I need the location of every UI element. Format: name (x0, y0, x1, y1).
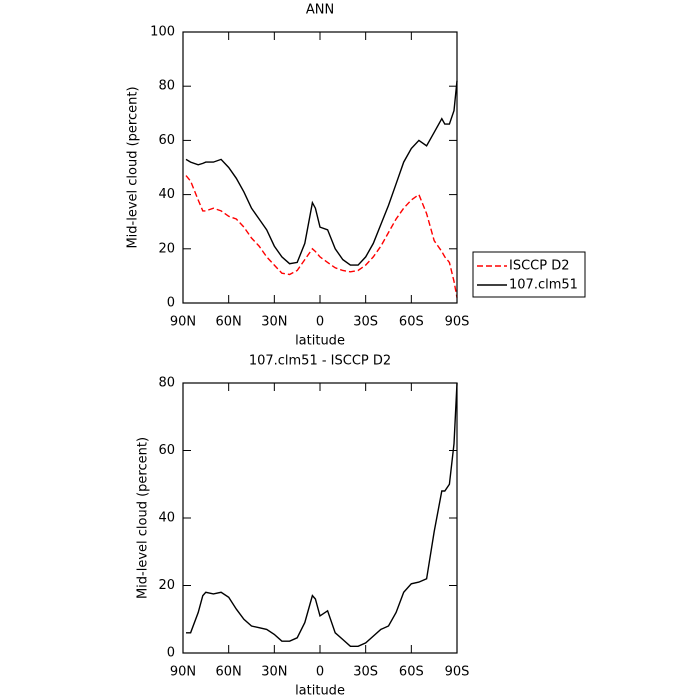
x-tick-label: 30S (353, 315, 378, 330)
y-tick-label: 20 (158, 241, 175, 256)
chart-title: 107.clm51 - ISCCP D2 (249, 354, 391, 369)
legend-label: 107.clm51 (509, 278, 578, 293)
x-tick-label: 60S (399, 665, 424, 680)
x-axis-label: latitude (295, 334, 345, 349)
y-tick-label: 0 (167, 646, 175, 661)
y-tick-label: 20 (158, 578, 175, 593)
plot-frame (182, 382, 458, 654)
x-tick-label: 90N (170, 315, 196, 330)
legend-box (472, 251, 586, 298)
x-tick-label: 30N (261, 315, 287, 330)
x-tick-label: 90S (445, 665, 470, 680)
data-line (185, 175, 458, 298)
chart-title: ANN (306, 3, 334, 18)
y-axis-label: Mid-level cloud (percent) (126, 86, 141, 248)
x-tick-label: 0 (316, 315, 324, 330)
y-tick-label: 0 (167, 296, 175, 311)
x-tick-label: 60N (216, 315, 242, 330)
y-tick-label: 60 (158, 443, 175, 458)
data-line (186, 382, 458, 647)
y-tick-label: 40 (158, 511, 175, 526)
y-tick-label: 40 (158, 187, 175, 202)
x-tick-label: 0 (316, 665, 324, 680)
plot-frame (182, 31, 458, 304)
x-tick-label: 90S (445, 315, 470, 330)
x-tick-label: 60N (216, 665, 242, 680)
x-tick-label: 30N (261, 665, 287, 680)
x-axis-label: latitude (295, 684, 345, 699)
x-tick-label: 30S (353, 665, 378, 680)
y-tick-label: 80 (158, 376, 175, 391)
y-axis-label: Mid-level cloud (percent) (136, 437, 151, 599)
y-tick-label: 60 (158, 133, 175, 148)
y-tick-label: 100 (150, 25, 175, 40)
x-tick-label: 60S (399, 315, 424, 330)
data-line (185, 80, 458, 266)
legend-label: ISCCP D2 (509, 259, 570, 274)
x-tick-label: 90N (170, 665, 196, 680)
y-tick-label: 80 (158, 79, 175, 94)
